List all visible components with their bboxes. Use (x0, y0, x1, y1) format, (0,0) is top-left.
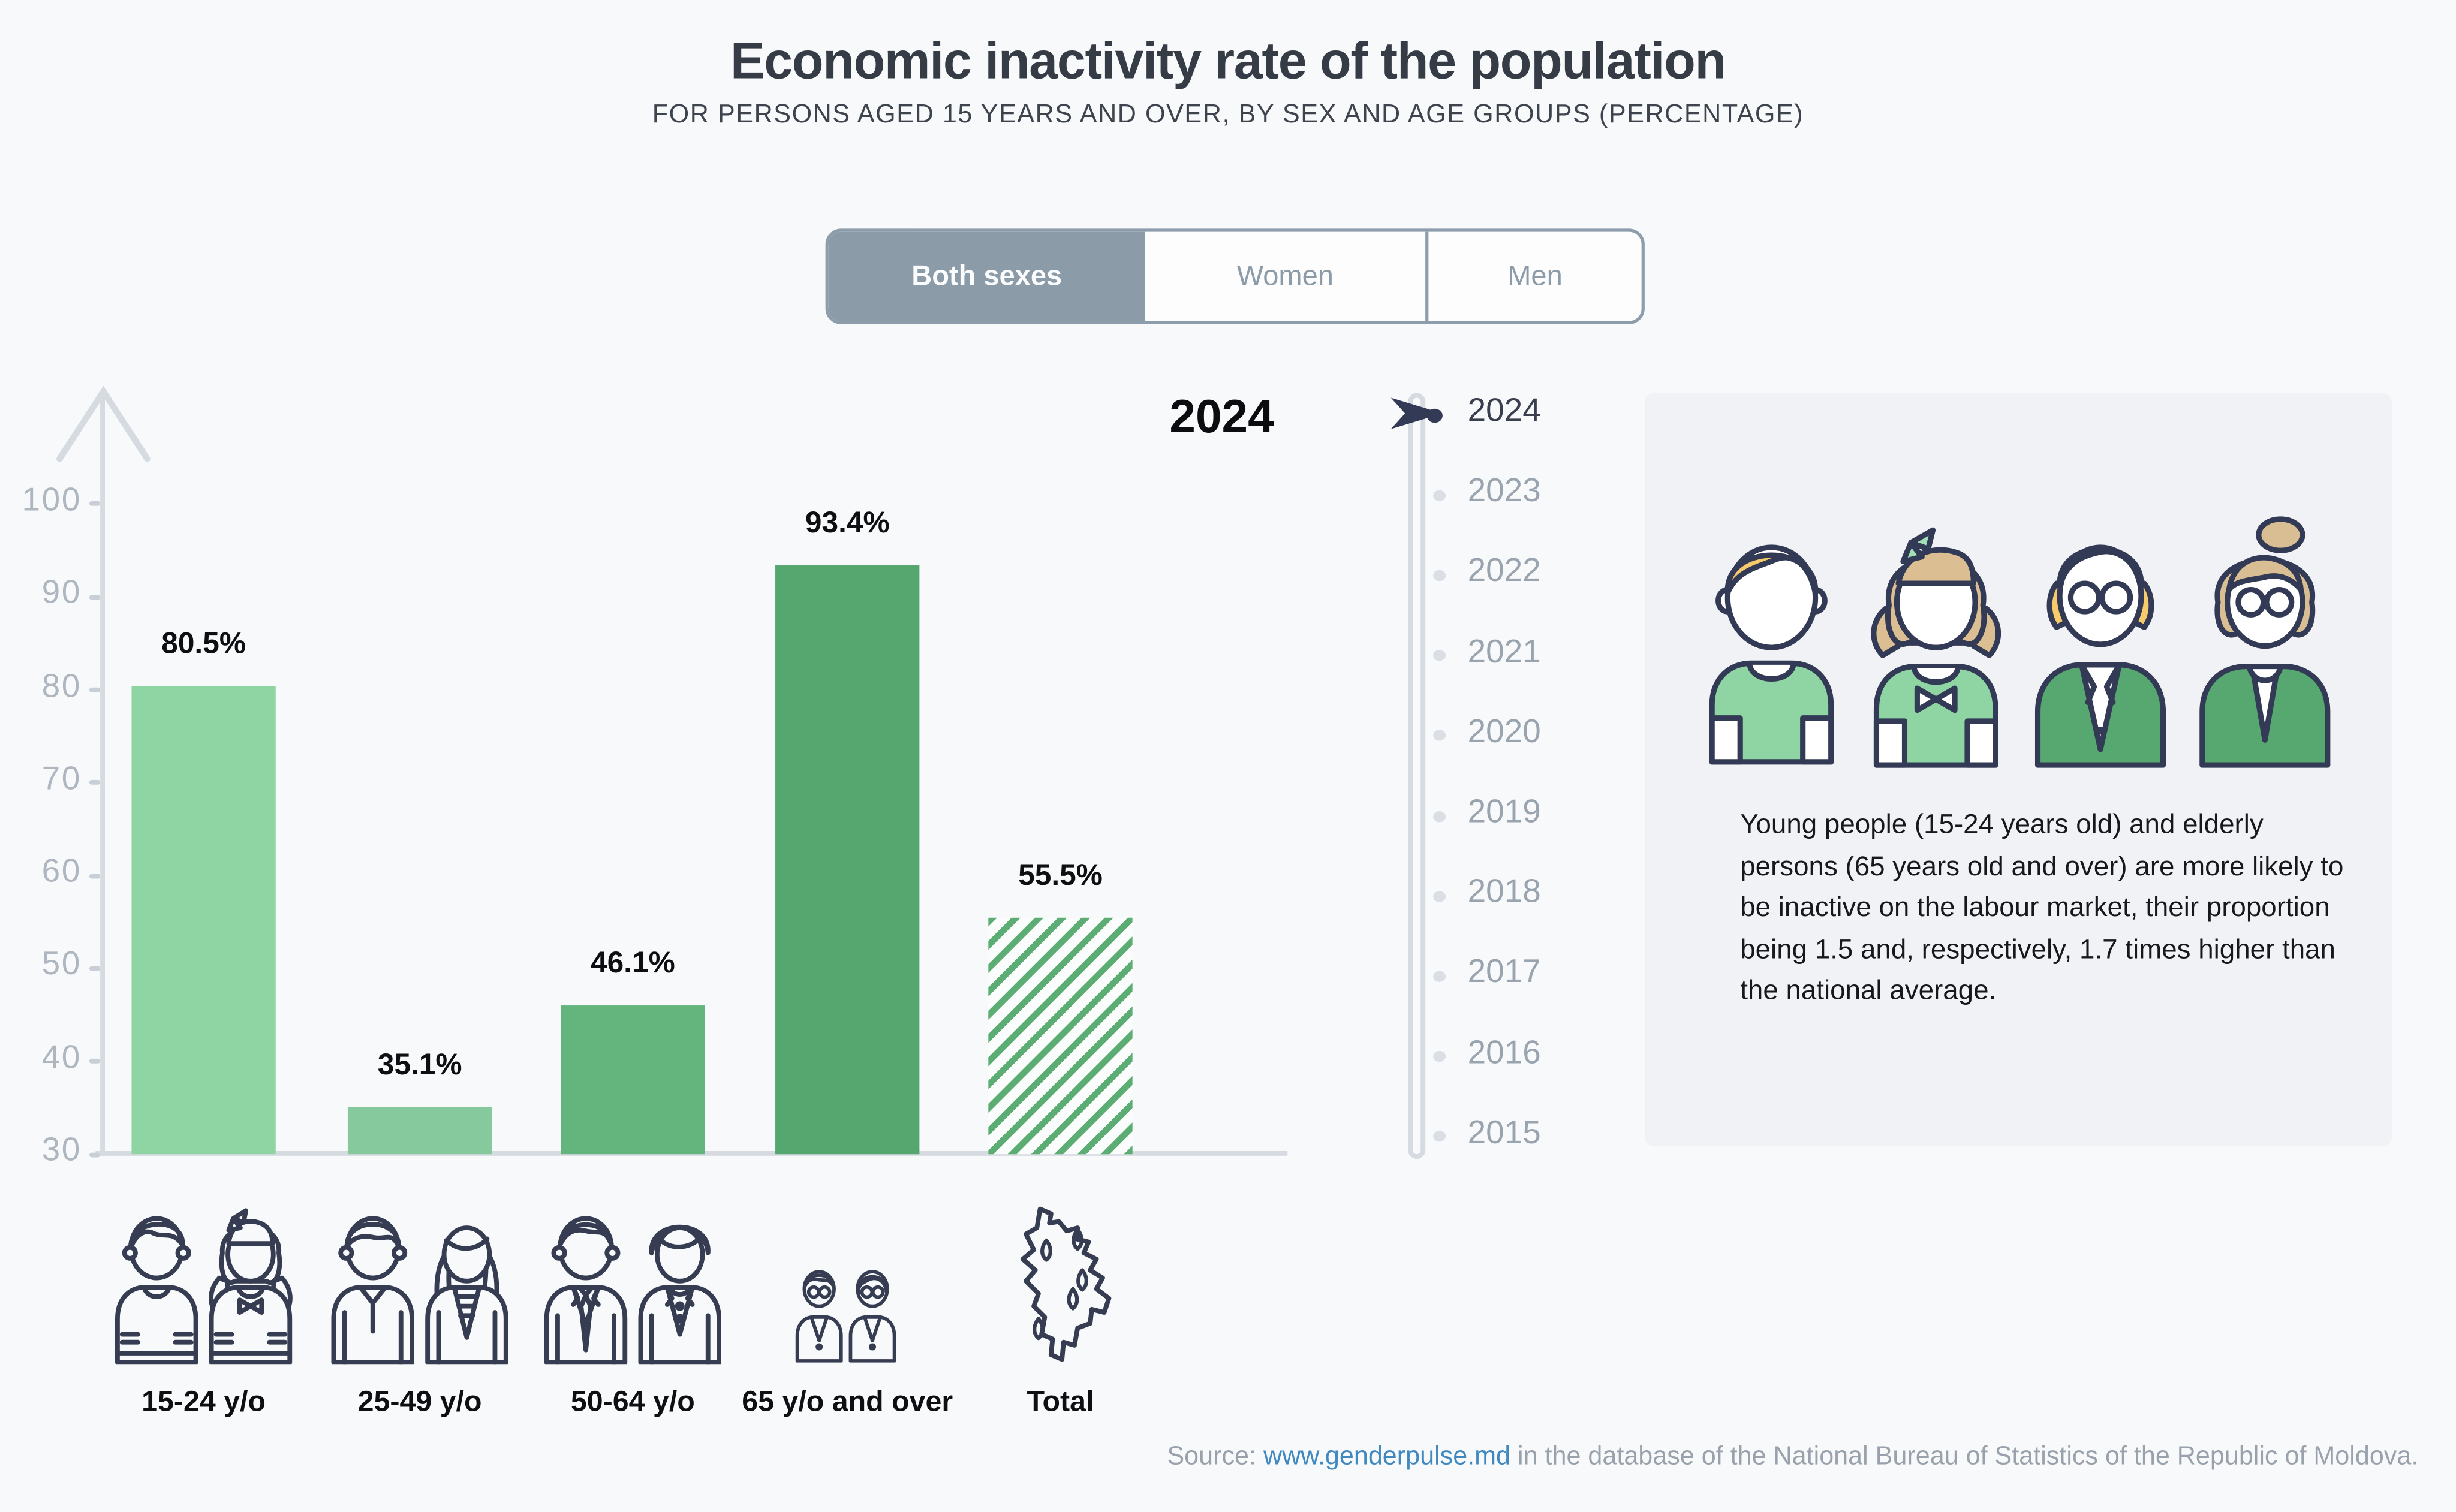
tab-both-sexes[interactable]: Both sexes (828, 231, 1145, 321)
bar-65-y-o-and-over (775, 565, 920, 1155)
legend-label-50-64: 50-64 y/o (570, 1384, 695, 1418)
bar-15-24-y-o (131, 685, 276, 1155)
y-axis-tick-label: 60 (41, 853, 82, 890)
timeline-track[interactable] (1408, 393, 1426, 1159)
y-axis-tick (89, 873, 101, 878)
timeline-dot (1433, 810, 1446, 822)
bar-50-64-y-o (561, 1004, 705, 1155)
source-suffix: in the database of the National Bureau o… (1510, 1442, 2419, 1471)
tab-women[interactable]: Women (1236, 260, 1334, 291)
y-axis-tick-label: 100 (22, 482, 82, 519)
young-boy-avatar-icon (1709, 544, 1834, 765)
y-axis-line (100, 391, 106, 1155)
y-axis-tick (89, 501, 101, 507)
legend-label-total: Total (1027, 1384, 1094, 1418)
young-girl-avatar-icon (1871, 527, 2001, 768)
bar-value-label: 55.5% (1018, 859, 1103, 893)
y-axis-tick-label: 80 (41, 668, 82, 704)
timeline-year-2023[interactable]: 2023 (1467, 473, 1541, 510)
timeline-year-2024[interactable]: 2024 (1467, 393, 1541, 429)
timeline-dot (1433, 489, 1446, 501)
timeline-year-2016[interactable]: 2016 (1467, 1034, 1541, 1071)
bar-25-49-y-o (347, 1107, 492, 1155)
source-prefix: Source: (1167, 1442, 1263, 1471)
timeline-dot (1433, 570, 1446, 581)
year-timeline: 2024 2023 2022 2021 2020 2019 2018 2017 2016 2015 (1390, 384, 1626, 1182)
timeline-dot (1433, 1131, 1446, 1143)
y-axis-tick (89, 966, 101, 971)
bar-value-label: 35.1% (377, 1049, 462, 1082)
y-axis-tick (89, 780, 101, 785)
timeline-dot (1433, 890, 1446, 902)
avatar-row (1645, 509, 2392, 772)
boy-outline-icon (115, 1216, 198, 1365)
source-line: Source: www.genderpulse.md in the databa… (1167, 1442, 2418, 1472)
legend-label-25-49: 25-49 y/o (357, 1384, 482, 1418)
legend-label-65-over: 65 y/o and over (742, 1384, 953, 1418)
y-axis-tick-label: 70 (41, 761, 82, 797)
girl-outline-icon (209, 1208, 293, 1365)
source-link[interactable]: www.genderpulse.md (1263, 1442, 1511, 1471)
man-outline-icon (331, 1216, 414, 1365)
legend-label-15-24: 15-24 y/o (142, 1384, 266, 1418)
insight-text: Young people (15-24 years old) and elder… (1740, 808, 2344, 1007)
bar-value-label: 80.5% (161, 627, 246, 661)
timeline-year-2017[interactable]: 2017 (1467, 954, 1541, 990)
legend-icons-65-over (791, 1266, 904, 1363)
y-axis-tick (89, 687, 101, 692)
y-axis-tick-label: 50 (41, 946, 82, 983)
legend-icons-50-64 (535, 1200, 730, 1365)
y-axis-tick-label: 40 (41, 1039, 82, 1076)
suited-woman-outline-icon (638, 1224, 721, 1365)
timeline-year-2018[interactable]: 2018 (1467, 874, 1541, 911)
timeline-dot (1433, 730, 1446, 742)
senior-woman-avatar-icon (2199, 516, 2331, 768)
timeline-year-2015[interactable]: 2015 (1467, 1115, 1541, 1151)
y-axis-tick (89, 594, 101, 600)
timeline-dot (1433, 1051, 1446, 1062)
timeline-year-2021[interactable]: 2021 (1467, 633, 1541, 670)
timeline-year-2022[interactable]: 2022 (1467, 553, 1541, 590)
timeline-dot (1433, 650, 1446, 661)
elderly-couple-outline-icon (795, 1270, 896, 1363)
tab-men[interactable]: Men (1425, 231, 1641, 321)
timeline-year-2020[interactable]: 2020 (1467, 713, 1541, 750)
legend-icons-25-49 (323, 1200, 517, 1365)
moldova-map-icon (1020, 1206, 1112, 1362)
insight-card: Young people (15-24 years old) and elder… (1644, 393, 2392, 1147)
timeline-year-2019[interactable]: 2019 (1467, 794, 1541, 830)
senior-man-avatar-icon (2034, 544, 2166, 768)
selected-year-label: 2024 (1169, 391, 1274, 444)
bar-value-label: 46.1% (590, 947, 675, 980)
timeline-cursor-icon[interactable] (1390, 397, 1443, 429)
page-title: Economic inactivity rate of the populati… (730, 31, 1726, 89)
legend-icon-total-moldova-map (996, 1200, 1124, 1380)
timeline-dot (1426, 408, 1443, 422)
bar-total (988, 917, 1133, 1155)
y-axis-tick-label: 90 (41, 575, 82, 612)
bar-value-label: 93.4% (805, 507, 890, 541)
legend-icons-15-24 (107, 1200, 301, 1365)
y-axis-tick (89, 1152, 101, 1157)
y-axis-tick (89, 1059, 101, 1064)
woman-outline-icon (425, 1225, 508, 1365)
sex-tabs: Both sexes Women Men (825, 228, 1645, 324)
page-subtitle: FOR PERSONS AGED 15 YEARS AND OVER, BY S… (652, 100, 1804, 129)
suited-man-outline-icon (544, 1216, 628, 1365)
y-axis-tick-label: 30 (41, 1132, 82, 1168)
timeline-dot (1433, 971, 1446, 982)
